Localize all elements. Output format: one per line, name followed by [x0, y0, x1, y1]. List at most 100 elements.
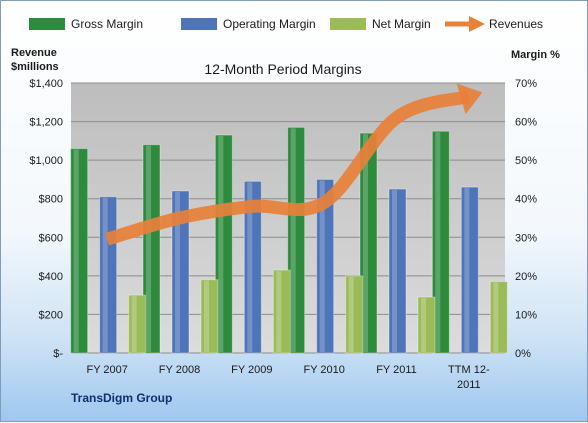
right-tick-label: 40% — [515, 194, 537, 206]
x-tick-label: 2011 — [457, 379, 481, 391]
bar-highlight — [435, 132, 441, 352]
bar-gross-margin — [431, 130, 450, 354]
legend: Gross Margin Operating Margin Net Margin… — [29, 16, 543, 32]
right-tick-label: 10% — [515, 309, 537, 321]
bar-gross-margin — [359, 132, 378, 354]
x-axis-ticks: FY 2007 FY 2008 FY 2009 FY 2010 FY 2011 TTM 1… — [86, 364, 489, 391]
bar-net-margin — [489, 281, 508, 354]
bar-highlight — [363, 134, 368, 352]
left-axis-label-line-2: $millions — [11, 61, 59, 73]
right-tick-label: 0% — [515, 348, 531, 360]
bar-highlight — [175, 192, 180, 352]
x-tick-label: FY 2008 — [159, 364, 200, 376]
left-tick-label: $400 — [39, 271, 63, 283]
bar-highlight — [131, 296, 137, 352]
bar-highlight — [493, 282, 499, 352]
bar-body — [489, 281, 508, 354]
bar-body — [99, 196, 118, 354]
bar-body — [316, 178, 335, 354]
bar-net-margin — [128, 294, 147, 354]
left-tick-label: $600 — [39, 232, 63, 244]
right-tick-label: 70% — [515, 78, 537, 90]
bar-body — [243, 180, 262, 354]
legend-label-gross-margin: Gross Margin — [71, 17, 143, 31]
bar-gross-margin — [70, 148, 89, 354]
left-tick-label: $- — [53, 348, 63, 360]
x-tick-label: FY 2011 — [376, 364, 417, 376]
right-tick-label: 30% — [515, 232, 537, 244]
bar-highlight — [276, 271, 282, 352]
x-tick-label: FY 2007 — [86, 364, 127, 376]
right-axis-label: Margin % — [511, 49, 560, 61]
bar-operating-margin — [460, 186, 479, 354]
legend-label-revenues: Revenues — [489, 17, 543, 31]
bar-highlight — [290, 128, 296, 352]
left-tick-label: $1,400 — [29, 78, 63, 90]
right-tick-label: 50% — [515, 155, 537, 167]
bar-body — [345, 275, 364, 354]
bar-net-margin — [345, 275, 364, 354]
x-tick-label: FY 2009 — [231, 364, 272, 376]
x-tick-label: FY 2010 — [303, 364, 344, 376]
x-tick-label: TTM 12- — [448, 364, 490, 376]
bar-body — [272, 269, 291, 354]
bar-body — [214, 134, 233, 354]
bar-highlight — [146, 145, 151, 352]
legend-swatch-operating-margin — [181, 18, 217, 30]
left-tick-label: $200 — [39, 309, 63, 321]
bar-highlight — [218, 136, 224, 352]
bar-operating-margin — [99, 196, 118, 354]
right-axis-ticks: 0% 10% 20% 30% 40% 50% 60% 70% — [515, 78, 537, 360]
left-axis-label-line-1: Revenue — [11, 47, 57, 59]
bar-operating-margin — [171, 190, 190, 354]
bar-highlight — [319, 180, 325, 352]
bars — [70, 126, 508, 354]
bar-net-margin — [272, 269, 291, 354]
legend-swatch-gross-margin — [29, 18, 65, 30]
bar-operating-margin — [388, 188, 407, 354]
bar-operating-margin — [316, 178, 335, 354]
left-tick-label: $1,000 — [29, 155, 63, 167]
bar-highlight — [247, 182, 253, 352]
bar-body — [460, 186, 479, 354]
bar-body — [142, 144, 161, 354]
bar-body — [70, 148, 89, 354]
bar-body — [417, 296, 436, 354]
legend-swatch-revenues-arrow — [469, 16, 485, 32]
legend-label-operating-margin: Operating Margin — [223, 17, 316, 31]
legend-label-net-margin: Net Margin — [372, 17, 431, 31]
left-tick-label: $800 — [39, 194, 63, 206]
revenues-line-arrowhead — [456, 83, 483, 115]
bar-body — [431, 130, 450, 354]
source-label: TransDigm Group — [71, 391, 172, 405]
bar-gross-margin — [214, 134, 233, 354]
revenue-line — [105, 83, 483, 246]
bar-highlight — [73, 149, 79, 352]
bar-gross-margin — [142, 144, 161, 354]
bar-highlight — [392, 190, 397, 352]
bar-net-margin — [417, 296, 436, 354]
right-tick-label: 20% — [515, 271, 537, 283]
legend-swatch-net-margin — [330, 18, 366, 30]
bar-highlight — [464, 188, 470, 352]
left-axis-ticks: $- $200 $400 $600 $800 $1,000 $1,200 $1,400 — [29, 78, 63, 360]
bar-highlight — [102, 197, 108, 352]
bar-gross-margin — [287, 126, 306, 354]
bar-body — [200, 279, 219, 354]
left-tick-label: $1,200 — [29, 117, 63, 129]
bar-net-margin — [200, 279, 219, 354]
revenues-line-path — [105, 90, 471, 246]
bar-highlight — [421, 298, 426, 352]
bar-body — [388, 188, 407, 354]
bar-operating-margin — [243, 180, 262, 354]
right-tick-label: 60% — [515, 117, 537, 129]
bar-body — [359, 132, 378, 354]
bar-body — [128, 294, 147, 354]
bar-body — [287, 126, 306, 354]
bar-body — [171, 190, 190, 354]
bar-highlight — [348, 276, 354, 352]
chart-title: 12-Month Period Margins — [204, 61, 361, 77]
bar-highlight — [204, 280, 209, 352]
